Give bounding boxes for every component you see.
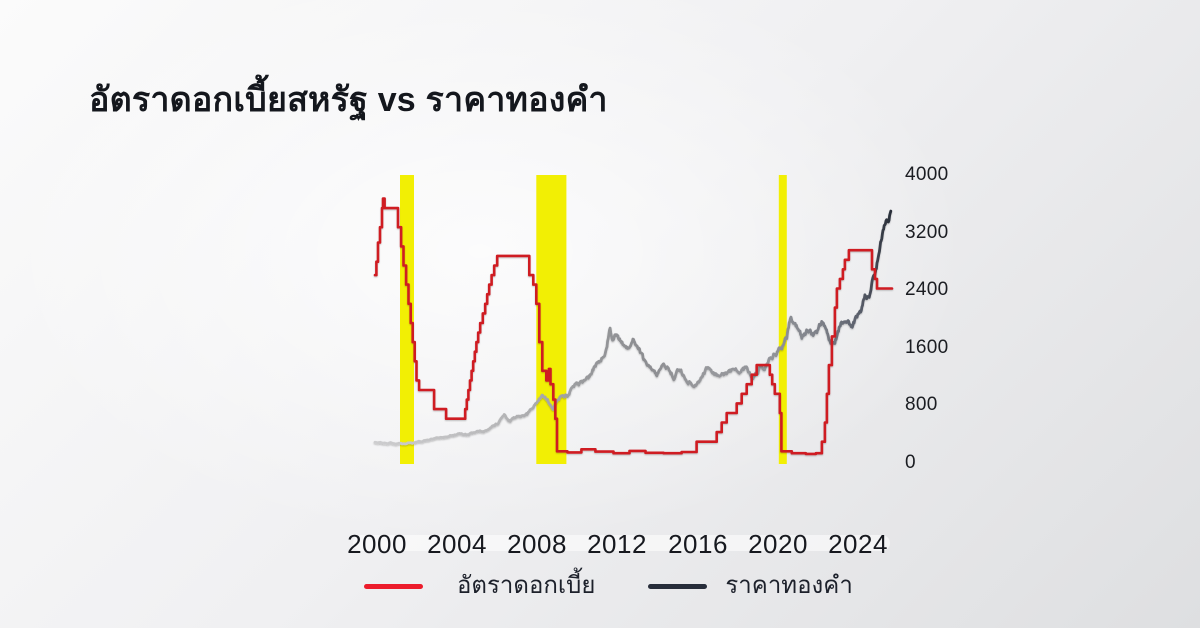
x-axis-label-2020: 2020 xyxy=(748,529,808,559)
y-axis-label-2400: 2400 xyxy=(905,279,949,300)
x-axis-label-2008: 2008 xyxy=(507,529,567,559)
recession-band xyxy=(778,175,787,464)
gold-price-line xyxy=(373,209,893,446)
legend-swatch-gold-price xyxy=(648,583,708,589)
recession-band xyxy=(536,175,567,464)
legend: อัตราดอกเบี้ย ราคาทองคำ xyxy=(364,571,853,601)
legend-label-interest-rate: อัตราดอกเบี้ย xyxy=(457,572,596,599)
x-axis-highlight-strip xyxy=(353,535,890,551)
y-axis-label-0: 0 xyxy=(905,452,916,473)
x-axis-label-2012: 2012 xyxy=(587,529,647,559)
x-axis-label-2004: 2004 xyxy=(427,529,487,559)
page-title: อัตราดอกเบี้ยสหรัฐ vs ราคาทองคำ xyxy=(89,81,608,119)
y-axis-label-4000: 4000 xyxy=(905,164,949,185)
y-axis-label-1600: 1600 xyxy=(905,337,949,358)
legend-label-gold-price: ราคาทองคำ xyxy=(725,572,853,599)
x-axis-label-2000: 2000 xyxy=(347,529,407,559)
legend-swatch-interest-rate xyxy=(364,583,423,589)
interest-rate-line xyxy=(373,197,894,456)
x-axis-label-2016: 2016 xyxy=(668,529,728,559)
y-axis-label-3200: 3200 xyxy=(905,222,949,243)
y-axis-label-800: 800 xyxy=(905,394,938,415)
x-axis-label-2024: 2024 xyxy=(828,529,888,559)
